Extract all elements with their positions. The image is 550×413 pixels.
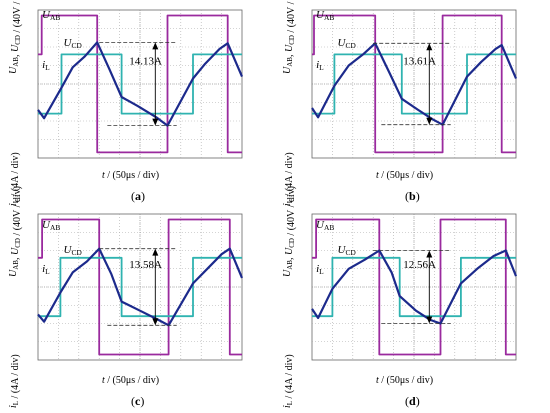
label-u-cd: UCD xyxy=(64,37,83,50)
label-u-ab: UAB xyxy=(42,9,60,22)
peak-arrow-head-up xyxy=(426,250,433,258)
label-i-l: iL xyxy=(316,263,324,276)
peak-arrow-head-down xyxy=(152,118,159,126)
peak-arrow-head-down xyxy=(426,117,433,125)
chart-panel-d: 12.56A UAB UCD iL UAB, UCD / (40V / div) iL /… xyxy=(282,186,518,408)
y-axis-labels: UAB, UCD / (40V / div) iL / (4A / div) xyxy=(282,0,297,206)
y-axis-label-current: iL / (4A / div) xyxy=(282,152,295,206)
y-axis-label-current: iL / (4A / div) xyxy=(282,354,295,408)
peak-arrow-head-down xyxy=(426,316,433,324)
chart-panel-a: 14.13A UAB UCD iL UAB, UCD / (40V / div) iL /… xyxy=(8,0,244,206)
series-u-ab xyxy=(38,14,242,154)
y-axis-label-current: iL / (4A / div) xyxy=(8,354,21,408)
panel-caption: (a) xyxy=(131,189,145,203)
label-u-ab: UAB xyxy=(316,9,334,22)
y-axis-labels: UAB, UCD / (40V / div) iL / (4A / div) xyxy=(8,186,23,408)
peak-to-peak-label: 13.58A xyxy=(129,259,162,271)
series-i-l xyxy=(37,247,244,327)
y-axis-labels: UAB, UCD / (40V / div) iL / (4A / div) xyxy=(8,0,23,206)
y-axis-label-voltage: UAB, UCD / (40V / div) xyxy=(282,186,297,277)
label-u-cd: UCD xyxy=(64,244,83,257)
series-u-cd xyxy=(312,256,516,318)
label-u-cd: UCD xyxy=(338,244,357,257)
panel-caption: (b) xyxy=(405,189,420,203)
series-u-ab xyxy=(312,14,516,154)
series-u-cd xyxy=(38,53,242,115)
x-axis-label: t / (50μs / div) xyxy=(102,375,159,386)
y-axis-label-current: iL / (4A / div) xyxy=(8,152,21,206)
chart-panel-b: 13.61A UAB UCD iL UAB, UCD / (40V / div) iL /… xyxy=(282,0,518,206)
series-u-cd xyxy=(38,256,242,318)
series-i-l xyxy=(311,42,518,126)
chart-panel-c: 13.58A UAB UCD iL UAB, UCD / (40V / div) iL /… xyxy=(8,186,244,408)
y-axis-labels: UAB, UCD / (40V / div) iL / (4A / div) xyxy=(282,186,297,408)
y-axis-label-voltage: UAB, UCD / (40V / div) xyxy=(8,0,23,74)
y-axis-label-voltage: UAB, UCD / (40V / div) xyxy=(8,186,23,277)
panel-caption: (c) xyxy=(131,394,144,408)
peak-arrow-head-up xyxy=(426,43,433,51)
series-u-cd xyxy=(312,53,516,115)
peak-arrow-head-up xyxy=(152,248,159,256)
series-i-l xyxy=(311,249,518,325)
peak-arrow-head-down xyxy=(152,318,159,326)
label-u-ab: UAB xyxy=(42,219,60,232)
x-axis-label: t / (50μs / div) xyxy=(102,170,159,181)
label-u-cd: UCD xyxy=(338,37,357,50)
peak-to-peak-label: 13.61A xyxy=(403,56,436,68)
x-axis-label: t / (50μs / div) xyxy=(376,375,433,386)
label-i-l: iL xyxy=(42,263,50,276)
peak-to-peak-label: 12.56A xyxy=(403,259,436,271)
x-axis-label: t / (50μs / div) xyxy=(376,170,433,181)
series-u-ab xyxy=(38,218,242,356)
label-i-l: iL xyxy=(42,59,50,72)
label-u-ab: UAB xyxy=(316,219,334,232)
series-u-ab xyxy=(312,218,516,356)
y-axis-label-voltage: UAB, UCD / (40V / div) xyxy=(282,0,297,74)
label-i-l: iL xyxy=(316,59,324,72)
peak-to-peak-label: 14.13A xyxy=(129,56,162,68)
panel-caption: (d) xyxy=(405,394,420,408)
peak-arrow-head-up xyxy=(152,42,159,50)
series-i-l xyxy=(37,41,244,127)
